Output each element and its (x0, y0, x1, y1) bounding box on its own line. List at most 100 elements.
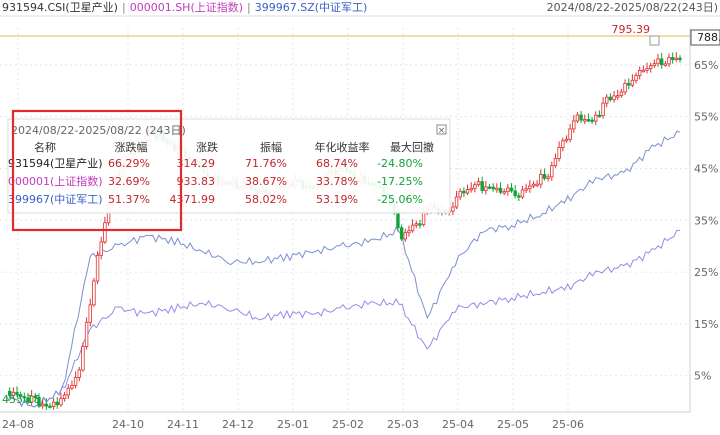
candle-body (623, 82, 627, 93)
candle-body (619, 91, 624, 97)
series-line-000001 (5, 229, 681, 408)
x-tick-label: 24-11 (167, 418, 199, 431)
x-tick-label: 25-05 (497, 418, 529, 431)
candle-body (638, 70, 642, 76)
candle-body (528, 185, 532, 190)
candle-body (572, 120, 576, 130)
candle-body (37, 396, 41, 407)
stats-panel (7, 118, 451, 214)
candle-body (535, 183, 539, 187)
candle-body (95, 254, 100, 282)
candle-body (487, 186, 492, 189)
candle-body (616, 95, 620, 98)
candle-body (601, 102, 605, 117)
candle-body (92, 280, 96, 306)
candle-body (586, 119, 591, 122)
candle-body (44, 403, 48, 407)
legend-item-2[interactable]: 000001.SH(上证指数) (130, 0, 243, 14)
candle-body (84, 321, 89, 347)
candle-body (484, 186, 488, 191)
stats-row-value: 71.76% (245, 157, 287, 170)
candle-body (399, 227, 404, 240)
candle-body (403, 232, 407, 240)
candle-body (568, 128, 572, 140)
date-range-label: 2024/08/22-2025/08/22(243日) (547, 1, 718, 14)
candle-body (421, 211, 426, 225)
candle-body (62, 394, 67, 400)
candle-body (520, 189, 525, 198)
candle-body (51, 401, 56, 408)
candle-body (557, 147, 561, 159)
candle-body (648, 65, 653, 70)
y-tick-label: 45% (694, 162, 718, 175)
candle-body (59, 398, 63, 406)
x-tick-label: 24-12 (222, 418, 254, 431)
candle-body (564, 138, 569, 142)
candle-body (33, 395, 38, 398)
candle-body (11, 391, 16, 396)
candle-body (630, 79, 635, 86)
x-tick-label: 25-01 (277, 418, 309, 431)
candle-body (70, 385, 74, 389)
x-tick-label: 25-06 (552, 418, 584, 431)
stats-panel-close-button[interactable] (436, 124, 447, 135)
stats-row-value: 4371.99 (170, 193, 216, 206)
candle-body (542, 174, 547, 179)
candle-body (473, 184, 477, 189)
candle-body (546, 176, 550, 179)
candle-body (66, 387, 70, 396)
stats-header: 最大回撤 (390, 140, 434, 154)
stats-header: 年化收益率 (315, 140, 370, 154)
candle-body (469, 187, 473, 191)
candle-body (40, 403, 45, 407)
candle-body (407, 230, 411, 234)
x-tick-label: 24-08 (2, 418, 34, 431)
cursor-marker (649, 35, 660, 46)
candle-body (641, 69, 646, 73)
stats-row-value: 314.29 (177, 157, 216, 170)
stats-row-value: 38.67% (245, 175, 287, 188)
legend-item-3[interactable]: 399967.SZ(中证军工) (255, 1, 368, 14)
candle-body (7, 390, 12, 396)
stats-row-name: 931594(卫星产业) (8, 156, 103, 170)
candle-body (652, 63, 657, 67)
close-icon[interactable]: × (438, 126, 446, 136)
candle-body (645, 68, 649, 71)
candle-body (15, 391, 19, 395)
candle-body (517, 195, 521, 198)
high-value-label: 795.39 (612, 23, 651, 36)
candle-body (451, 206, 455, 212)
stats-row-value: -17.25% (377, 175, 423, 188)
candle-body (480, 181, 484, 191)
y-tick-label: 5% (694, 370, 711, 383)
candle-body (55, 401, 59, 406)
y-tick-label: 35% (694, 214, 718, 227)
stats-row-value: -24.80% (377, 157, 423, 170)
candle-body (458, 190, 462, 198)
candle-body (594, 114, 598, 122)
x-tick-label: 25-02 (332, 418, 364, 431)
candle-body (18, 394, 23, 397)
candle-body (678, 57, 682, 61)
candle-body (674, 57, 679, 61)
candle-body (454, 196, 459, 208)
candle-body (531, 183, 536, 187)
legend-item-1[interactable]: 931594.CSI(卫星产业) (2, 0, 118, 14)
candle-body (29, 395, 34, 403)
stats-row-value: -25.06% (377, 193, 423, 206)
candle-body (99, 241, 103, 256)
x-tick-label: 25-03 (387, 418, 419, 431)
candle-body (575, 114, 580, 122)
stats-header: 涨跌 (196, 140, 218, 154)
candle-body (103, 222, 107, 243)
candle-body (524, 188, 528, 191)
stats-row-value: 68.74% (316, 157, 358, 170)
stats-row-value: 51.37% (108, 193, 150, 206)
candle-body (634, 75, 638, 81)
candle-body (491, 186, 495, 190)
candle-body (396, 211, 400, 229)
stats-row-value: 66.29% (108, 157, 150, 170)
stats-header: 名称 (34, 140, 56, 154)
candle-body (608, 96, 613, 101)
